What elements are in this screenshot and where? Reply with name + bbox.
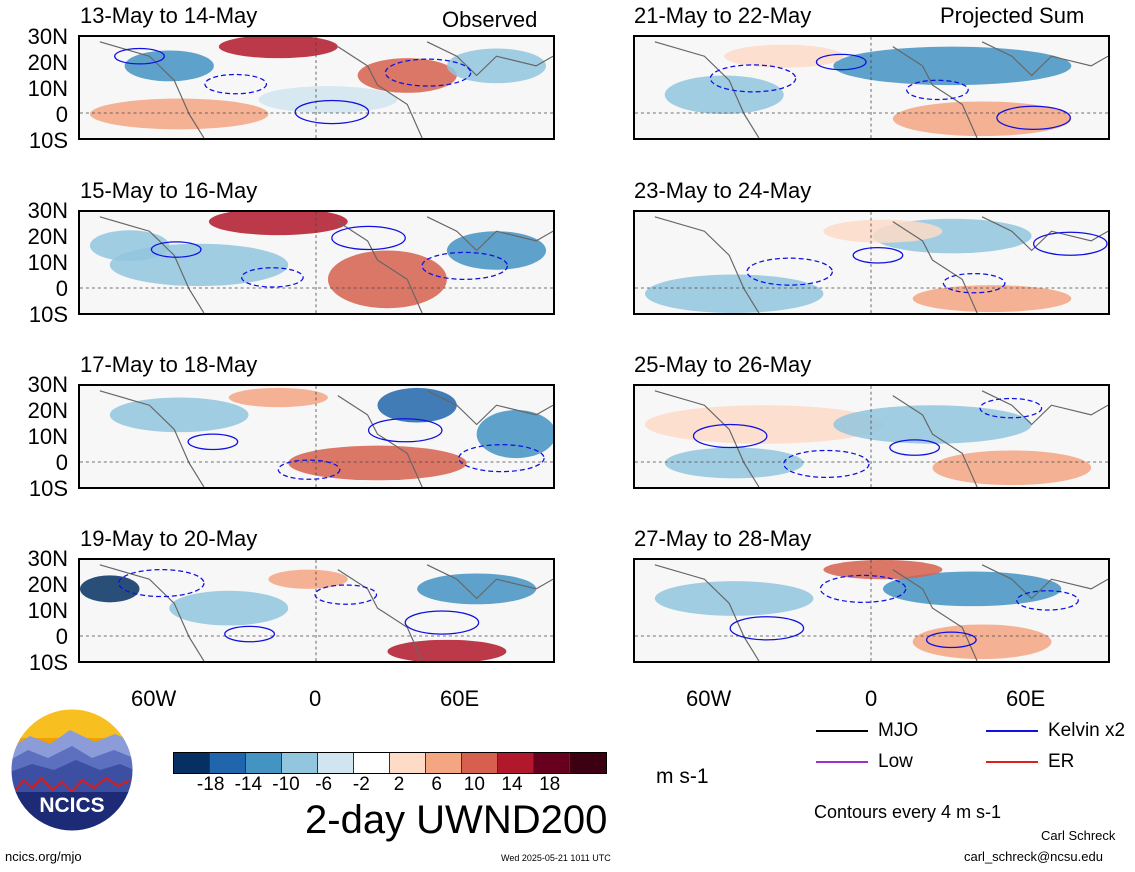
x-tick: 0 [865,686,878,711]
y-tick: 10N [27,598,68,623]
footer-timestamp: Wed 2025-05-21 1011 UTC [501,853,611,863]
y-tick: 20N [27,572,68,597]
colorbar-swatch [498,753,534,773]
y-tick: 10S [28,302,68,327]
map-panel [78,210,555,315]
panel-title: 25-May to 26-May [634,352,812,377]
footer-author: Carl Schreck [1041,828,1116,843]
colorbar-swatch [318,753,354,773]
colorbar-tick: -14 [234,774,263,795]
colorbar-ticks: -18 -14 -10 -6 -2 2 6 10 14 18 [173,774,625,796]
colorbar-tick: -10 [272,774,300,795]
colorbar-tick: -6 [315,774,333,795]
legend-line [986,730,1038,732]
legend-label: ER [1048,751,1075,772]
map-panel [78,558,555,663]
colorbar-swatch [246,753,282,773]
colorbar-swatch [462,753,498,773]
colorbar-swatch [390,753,426,773]
contour-note: Contours every 4 m s-1 [814,802,1002,822]
x-tick: 60W [686,686,732,711]
colorbar-tick: -2 [352,774,370,795]
panel-title: 19-May to 20-May [80,526,258,551]
colorbar-swatch [534,753,570,773]
y-tick: 20N [27,50,68,75]
panel-title: 21-May to 22-May [634,3,812,28]
y-tick: 0 [55,102,68,127]
y-tick: 30N [27,372,68,397]
legend-line [816,761,868,763]
y-tick: 10S [28,476,68,501]
chart-title: 2-day UWND200 [305,798,608,842]
colorbar-tick: 2 [393,774,405,795]
map-panel [78,35,555,140]
y-tick: 10N [27,424,68,449]
y-tick: 10N [27,76,68,101]
legend-er: ER [986,751,1074,773]
panel-title: 13-May to 14-May [80,3,258,28]
colorbar-swatch [426,753,462,773]
y-tick: 30N [27,198,68,223]
footer-email: carl_schreck@ncsu.edu [964,849,1103,864]
y-tick: 10N [27,250,68,275]
logo-text: NCICS [39,794,104,817]
colorbar-swatch [210,753,246,773]
panel-title: 17-May to 18-May [80,352,258,377]
map-panel [633,384,1110,489]
legend-low: Low [816,751,913,773]
y-tick: 30N [27,546,68,571]
y-tick: 0 [55,276,68,301]
legend-line [986,761,1038,763]
y-tick: 10S [28,650,68,675]
y-tick: 0 [55,450,68,475]
map-panel [633,35,1110,140]
colorbar-swatch [570,753,606,773]
map-panel [633,558,1110,663]
colorbar-swatch [282,753,318,773]
colorbar-tick: 18 [539,774,561,795]
observed-label: Observed [442,7,538,32]
projected-label: Projected Sum [940,3,1085,28]
x-tick: 0 [309,686,322,711]
y-tick: 20N [27,398,68,423]
ncics-logo: NCICS [10,708,134,832]
y-tick: 10S [28,128,68,153]
panel-title: 27-May to 28-May [634,526,812,551]
y-tick: 0 [55,624,68,649]
legend-kelvin: Kelvin x2 [986,720,1125,742]
y-tick: 30N [27,24,68,49]
panel-title: 23-May to 24-May [634,178,812,203]
legend-label: Low [878,751,913,772]
panel-title: 15-May to 16-May [80,178,258,203]
footer-url: ncics.org/mjo [5,849,82,864]
colorbar [173,752,607,774]
colorbar-tick: 6 [431,774,442,795]
legend-mjo: MJO [816,720,918,742]
colorbar-swatch [354,753,390,773]
y-tick: 20N [27,224,68,249]
x-tick: 60W [131,686,177,711]
colorbar-units: m s-1 [656,765,709,788]
colorbar-tick: -18 [196,774,225,795]
legend-line [816,730,868,732]
x-tick: 60E [440,686,480,711]
map-panel [633,210,1110,315]
colorbar-tick: 14 [501,774,523,795]
legend-label: MJO [878,720,919,741]
x-tick: 60E [1006,686,1046,711]
colorbar-swatch [174,753,210,773]
legend-label: Kelvin x2 [1048,720,1126,741]
map-panel [78,384,555,489]
colorbar-tick: 10 [463,774,485,795]
